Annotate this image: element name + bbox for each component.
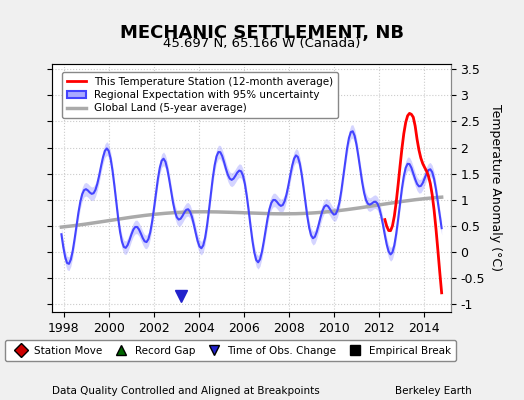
Text: Data Quality Controlled and Aligned at Breakpoints: Data Quality Controlled and Aligned at B… (52, 386, 320, 396)
Legend: This Temperature Station (12-month average), Regional Expectation with 95% uncer: This Temperature Station (12-month avera… (62, 72, 338, 118)
Text: Berkeley Earth: Berkeley Earth (395, 386, 472, 396)
Text: 45.697 N, 65.166 W (Canada): 45.697 N, 65.166 W (Canada) (163, 37, 361, 50)
Legend: Station Move, Record Gap, Time of Obs. Change, Empirical Break: Station Move, Record Gap, Time of Obs. C… (5, 340, 456, 361)
Y-axis label: Temperature Anomaly (°C): Temperature Anomaly (°C) (488, 104, 501, 272)
Text: MECHANIC SETTLEMENT, NB: MECHANIC SETTLEMENT, NB (120, 24, 404, 42)
